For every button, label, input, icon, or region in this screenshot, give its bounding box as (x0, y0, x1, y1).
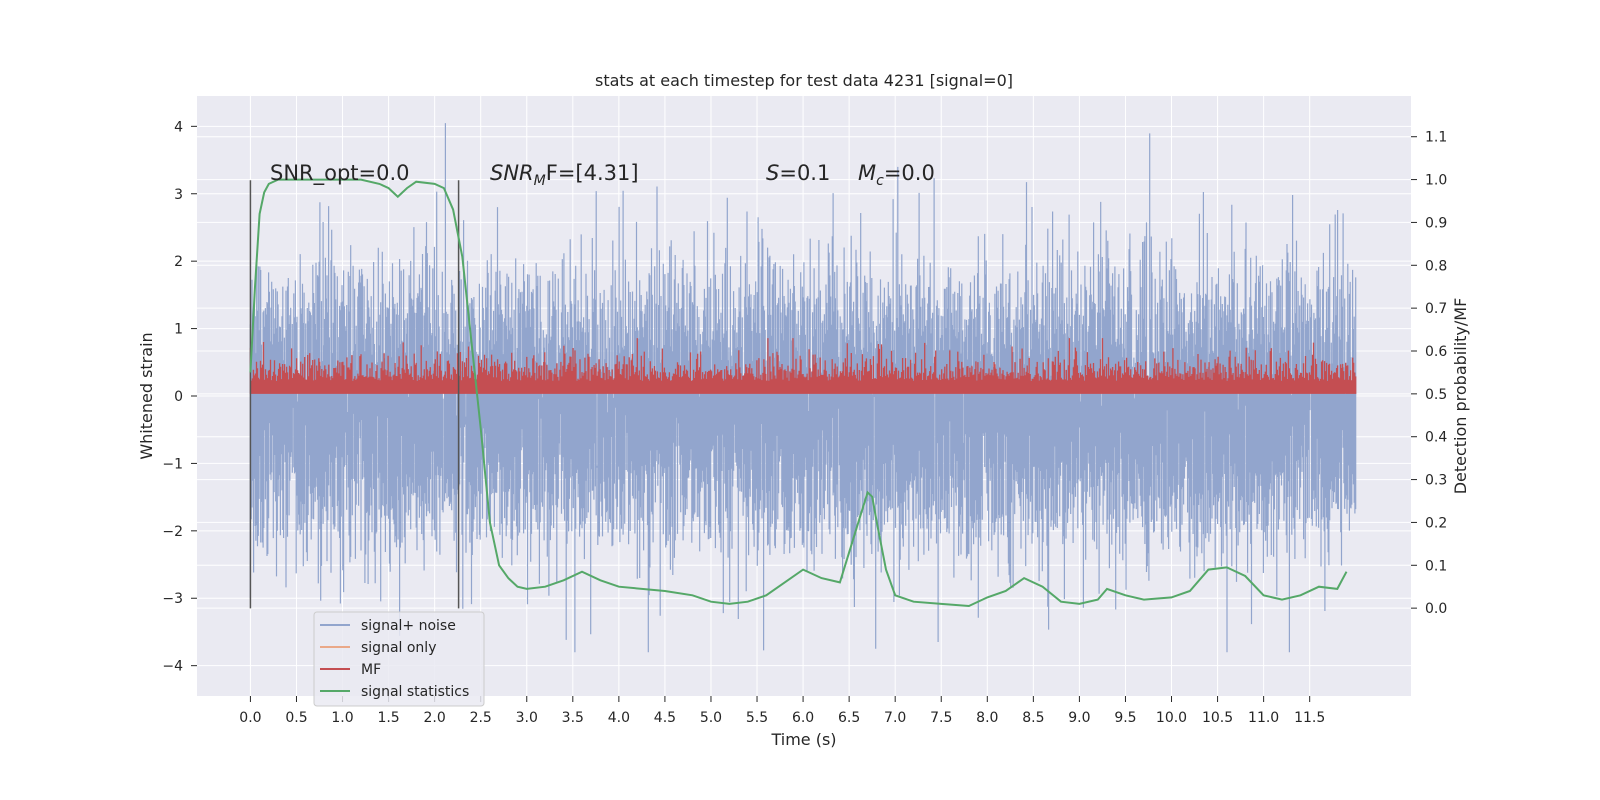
x-tick-label: 3.5 (562, 710, 584, 726)
x-tick-label: 1.0 (331, 710, 353, 726)
x-tick-label: 5.0 (700, 710, 722, 726)
y-right-tick-label: 0.8 (1425, 258, 1447, 274)
annotation-snr-opt: SNR_opt=0.0 (270, 161, 410, 186)
x-axis-label: Time (s) (770, 730, 836, 749)
x-tick-label: 5.5 (746, 710, 768, 726)
y-right-tick-label: 0.9 (1425, 215, 1447, 231)
x-tick-label: 1.5 (377, 710, 399, 726)
chart-title: stats at each timestep for test data 423… (595, 71, 1013, 90)
y-right-tick-label: 0.0 (1425, 601, 1447, 617)
annotation-s: S=0.1 (766, 161, 830, 185)
y-right-tick-label: 1.0 (1425, 173, 1447, 189)
signal-statistics-series (249, 178, 1348, 608)
mc-var: M (858, 161, 876, 185)
x-tick-label: 4.5 (654, 710, 676, 726)
y-tick-label: 2 (174, 254, 183, 270)
y-tick-label: 1 (174, 322, 183, 338)
x-tick-label: 2.5 (470, 710, 492, 726)
mc-sub: c (876, 173, 884, 189)
y-right-tick-label: 1.1 (1425, 130, 1447, 146)
y-right-tick-label: 0.1 (1425, 558, 1447, 574)
x-tick-label: 11.0 (1248, 710, 1279, 726)
x-tick-label: 9.0 (1068, 710, 1090, 726)
y-tick-label: 3 (174, 187, 183, 203)
y-right-tick-label: 0.3 (1425, 473, 1447, 489)
x-tick-label: 8.0 (976, 710, 998, 726)
x-tick-label: 10.5 (1202, 710, 1233, 726)
x-tick-label: 2.0 (424, 710, 446, 726)
x-tick-label: 0.5 (285, 710, 307, 726)
x-tick-label: 6.0 (792, 710, 814, 726)
snr-mf-rest: F=[4.31] (546, 161, 639, 185)
s-rest: =0.1 (779, 161, 830, 185)
x-tick-label: 11.5 (1294, 710, 1325, 726)
x-axis-ticks: 0.0 0.5 1.0 1.5 2.0 2.5 3.0 3.5 4.0 4.5 5.0 5.5 6.0 6… (239, 696, 1325, 726)
y-tick-label: 4 (174, 119, 183, 135)
legend: signal+ noise signal only MF signal stat… (313, 611, 485, 707)
y-right-tick-label: 0.7 (1425, 301, 1447, 317)
y-right-tick-label: 0.5 (1425, 387, 1447, 403)
x-tick-label: 7.5 (930, 710, 952, 726)
y-tick-label: −4 (162, 659, 183, 675)
legend-box (313, 611, 485, 707)
s-var: S (766, 161, 779, 185)
y-right-tick-label: 0.2 (1425, 515, 1447, 531)
y-axis-label: Whitened strain (137, 332, 156, 459)
y-tick-label: −3 (162, 591, 183, 607)
legend-label-signal-only: signal only (361, 640, 436, 656)
signal-statistics-line (249, 178, 1348, 608)
y-right-axis-label: Detection probability/MF (1451, 298, 1470, 495)
annotation-snr-mf: SNRMF=[4.31] (490, 161, 639, 189)
legend-label-signal-noise: signal+ noise (361, 618, 456, 634)
x-tick-label: 9.5 (1114, 710, 1136, 726)
snr-mf-var: SNR (490, 161, 534, 185)
x-tick-label: 4.0 (608, 710, 630, 726)
x-tick-label: 6.5 (838, 710, 860, 726)
y-tick-label: 0 (174, 389, 183, 405)
snr-mf-sub: M (534, 173, 546, 189)
vertical-markers (249, 180, 460, 609)
y-right-tick-label: 0.4 (1425, 430, 1447, 446)
legend-label-signal-statistics: signal statistics (361, 684, 469, 700)
y-tick-label: −2 (162, 524, 183, 540)
x-tick-label: 3.0 (516, 710, 538, 726)
legend-label-mf: MF (361, 662, 381, 678)
y-tick-label: −1 (162, 456, 183, 472)
x-tick-label: 0.0 (239, 710, 261, 726)
mc-rest: =0.0 (884, 161, 935, 185)
y-right-axis-ticks: 1.1 1.0 0.9 0.8 0.7 0.6 0.5 0.4 0.3 0.2 0.1 0.0 (1411, 130, 1447, 617)
x-tick-label: 10.0 (1156, 710, 1187, 726)
y-axis-ticks: 4 3 2 1 0 −1 −2 −3 −4 (162, 119, 197, 675)
annotation-mc: Mc=0.0 (858, 161, 935, 189)
y-right-tick-label: 0.6 (1425, 344, 1447, 360)
x-tick-label: 8.5 (1022, 710, 1044, 726)
x-tick-label: 7.0 (884, 710, 906, 726)
